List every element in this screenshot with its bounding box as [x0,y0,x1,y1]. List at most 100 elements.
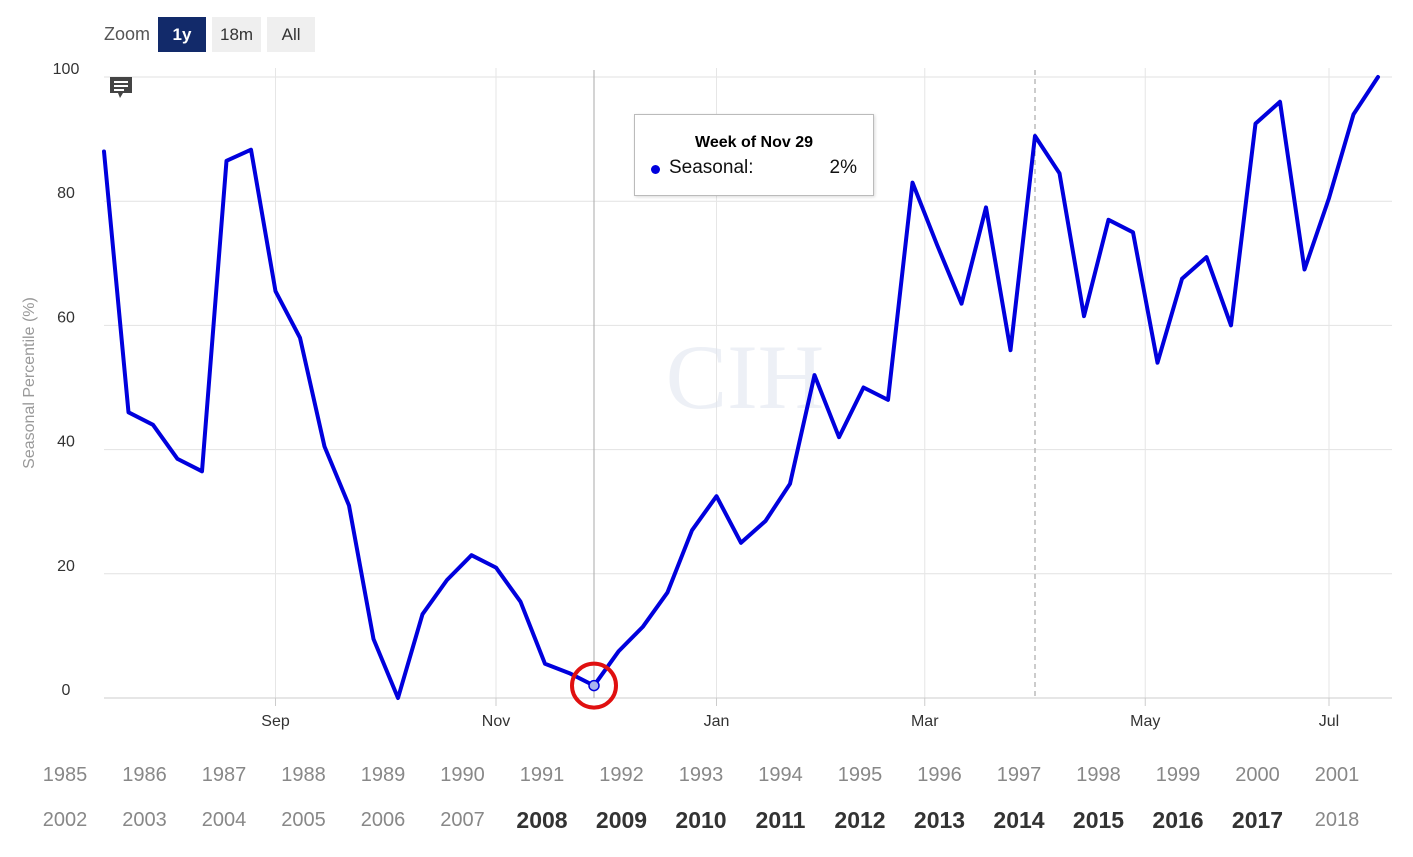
data-point[interactable] [910,180,916,186]
data-point[interactable] [126,409,132,415]
year-label[interactable]: 1986 [122,764,167,786]
year-label[interactable]: 2006 [360,809,406,831]
data-point[interactable] [665,589,671,595]
year-label[interactable]: 1988 [281,764,326,786]
year-label[interactable]: 2002 [42,809,88,831]
year-label[interactable]: 1998 [1076,764,1121,786]
years-row-1: 1985 1986 1987 1988 1989 1990 1991 1992 1993 1994… [0,762,1413,792]
seasonal-chart: CIH 0 20 40 60 80 100 Sep Nov Jan Mar May Jul Seas… [21,61,1392,730]
year-label[interactable]: 2001 [1314,764,1360,786]
year-label[interactable]: 2017 [1231,807,1284,833]
year-label[interactable]: 2015 [1072,807,1125,833]
data-point[interactable] [1130,229,1136,235]
data-point[interactable] [101,149,107,155]
year-label[interactable]: 2010 [675,807,727,833]
data-point[interactable] [371,636,377,642]
data-point[interactable] [763,518,769,524]
data-point[interactable] [1375,74,1381,80]
year-label[interactable]: 1989 [360,764,406,786]
year-label[interactable]: 2013 [913,807,966,833]
year-label[interactable]: 2004 [201,809,247,831]
data-point[interactable] [542,661,548,667]
year-label[interactable]: 1999 [1155,764,1201,786]
data-point[interactable] [518,599,524,605]
data-point[interactable] [322,443,328,449]
year-label[interactable]: 1985 [42,764,88,786]
data-point[interactable] [273,288,279,294]
year-label[interactable]: 1997 [996,764,1042,786]
x-tick-label: Mar [911,713,939,730]
data-point[interactable] [1057,170,1063,176]
data-point[interactable] [469,552,475,558]
data-point[interactable] [346,502,352,508]
year-label[interactable]: 1990 [440,764,485,786]
data-point[interactable] [248,147,254,153]
year-label[interactable]: 2005 [281,809,326,831]
data-point[interactable] [1106,217,1112,223]
year-label[interactable]: 1995 [837,764,883,786]
data-point[interactable] [420,611,426,617]
year-label[interactable]: 2018 [1314,809,1360,831]
data-point[interactable] [1179,276,1185,282]
x-tick-label: May [1130,713,1160,730]
data-point[interactable] [714,493,720,499]
data-point[interactable] [1228,322,1234,328]
annotation-icon[interactable] [110,77,132,98]
data-point[interactable] [738,540,744,546]
data-point[interactable] [640,624,646,630]
data-point[interactable] [1253,121,1259,127]
data-point[interactable] [199,468,205,474]
data-point[interactable] [1008,347,1014,353]
year-label[interactable]: 2014 [993,807,1045,833]
data-point-highlighted[interactable] [588,679,600,692]
data-point[interactable] [1277,99,1283,105]
year-label[interactable]: 2003 [122,809,167,831]
year-label[interactable]: 2009 [595,807,648,833]
data-point[interactable] [224,158,230,164]
data-point[interactable] [1302,267,1308,273]
year-label[interactable]: 2008 [516,807,568,833]
year-label[interactable]: 1987 [201,764,247,786]
data-point[interactable] [1204,254,1210,260]
tooltip-row: Seasonal: 2% [651,157,857,181]
data-point[interactable] [836,434,842,440]
data-point[interactable] [444,577,450,583]
year-label[interactable]: 1992 [599,764,644,786]
data-point[interactable] [150,422,156,428]
year-label[interactable]: 2000 [1235,764,1280,786]
y-tick-label: 80 [57,185,75,202]
data-point[interactable] [567,670,573,676]
data-point[interactable] [1032,133,1038,139]
year-label[interactable]: 1994 [758,764,803,786]
year-label[interactable]: 2016 [1152,807,1204,833]
data-point[interactable] [1351,111,1357,117]
tooltip: Week of Nov 29 Seasonal: 2% [634,114,874,196]
data-point[interactable] [787,481,793,487]
data-point[interactable] [934,242,940,248]
data-point[interactable] [812,372,818,378]
zoom-18m-button[interactable]: 18m [212,17,262,52]
year-label[interactable]: 1991 [519,764,565,786]
zoom-all-button[interactable]: All [267,17,316,52]
data-point[interactable] [395,695,401,701]
year-label[interactable]: 2012 [834,807,886,833]
data-point[interactable] [1081,313,1087,319]
y-axis-title: Seasonal Percentile (%) [21,297,38,469]
data-point[interactable] [1155,360,1161,366]
year-label[interactable]: 1993 [678,764,724,786]
data-point[interactable] [493,565,499,571]
data-point[interactable] [689,527,695,533]
data-point[interactable] [297,335,303,341]
zoom-1y-button[interactable]: 1y [158,17,207,52]
data-point[interactable] [1326,195,1332,201]
data-point[interactable] [959,301,965,307]
data-point[interactable] [861,385,867,391]
data-point[interactable] [983,204,989,210]
year-label[interactable]: 2011 [755,807,806,833]
year-label[interactable]: 2007 [440,809,485,831]
data-point[interactable] [616,648,622,654]
year-label[interactable]: 1996 [917,764,962,786]
data-point[interactable] [175,456,181,462]
data-point[interactable] [885,397,891,403]
y-axis: 0 20 40 60 80 100 [53,61,80,699]
